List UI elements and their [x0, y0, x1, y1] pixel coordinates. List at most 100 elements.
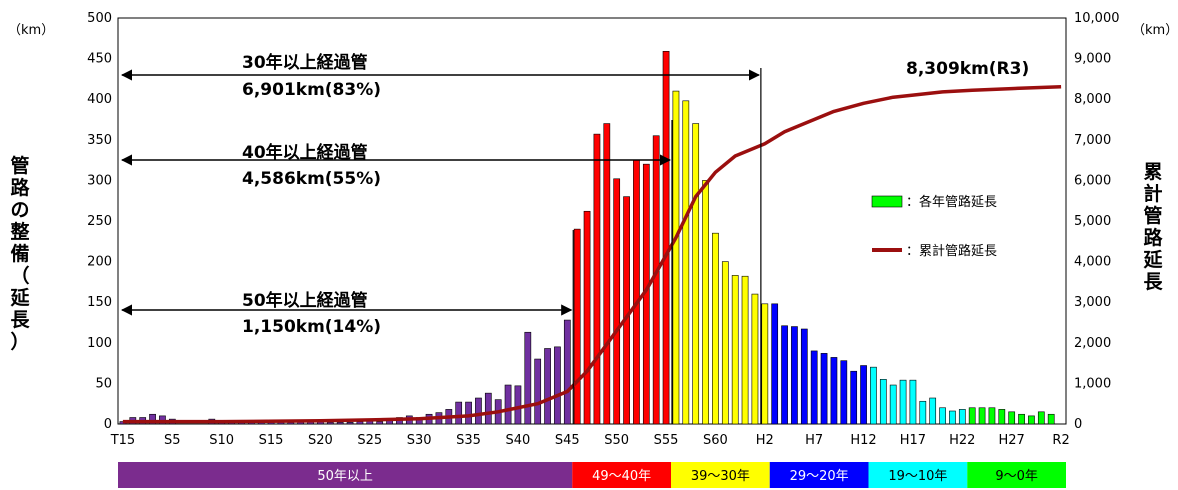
- x-tick-label: S55: [654, 433, 679, 448]
- bar: [1008, 411, 1016, 425]
- bar: [524, 331, 532, 425]
- bar: [504, 384, 512, 425]
- x-tick-label: T15: [110, 433, 135, 448]
- bar: [751, 293, 759, 425]
- bar: [514, 385, 522, 425]
- age-band-label: 49〜40年: [592, 469, 651, 484]
- bar: [879, 379, 887, 425]
- left-tick-label: 150: [87, 295, 112, 310]
- plot-frame: [117, 17, 1067, 425]
- right-tick-label: 9,000: [1074, 52, 1111, 67]
- x-tick-label: S30: [407, 433, 432, 448]
- bar: [889, 384, 897, 425]
- bar: [455, 401, 463, 425]
- age-band-label: 39〜30年: [691, 469, 750, 484]
- x-tick-label: S60: [703, 433, 728, 448]
- bar: [909, 379, 917, 425]
- bar: [761, 303, 769, 425]
- annotations: 30年以上経過管 6,901km(83%) 40年以上経過管 4,586km(55%)…: [120, 52, 762, 424]
- plot-area-border: [117, 17, 1067, 425]
- left-tick-label: 50: [95, 376, 112, 391]
- age-band-label: 50年以上: [317, 469, 373, 484]
- annotation-title: 40年以上経過管: [242, 142, 368, 163]
- bar: [791, 326, 798, 425]
- bar: [603, 123, 611, 425]
- left-tick-label: 0: [104, 417, 112, 432]
- x-tick-label: S20: [308, 433, 333, 448]
- right-tick-label: 10,000: [1074, 11, 1120, 26]
- left-tick-label: 400: [87, 92, 112, 107]
- bar: [830, 357, 838, 425]
- cumulative-line-group: [122, 84, 1062, 424]
- bar: [949, 410, 956, 425]
- bar: [820, 353, 828, 425]
- right-tick-label: 6,000: [1074, 173, 1111, 188]
- left-tick-label: 250: [87, 214, 112, 229]
- bar: [968, 407, 976, 425]
- bar: [899, 379, 907, 425]
- left-tick-label: 350: [87, 133, 112, 148]
- bar: [376, 421, 384, 425]
- age-band: [769, 462, 869, 488]
- age-band-label: 9〜0年: [995, 469, 1038, 484]
- final-value-label: 8,309km(R3): [906, 59, 1029, 79]
- bar: [613, 178, 621, 425]
- bar: [988, 407, 996, 425]
- left-axis-title: 管路の整備（延長）: [9, 154, 30, 353]
- right-tick-label: 5,000: [1074, 214, 1111, 229]
- left-tick-label: 200: [87, 255, 112, 270]
- bar: [593, 133, 601, 425]
- x-tick-label: S40: [506, 433, 531, 448]
- bar: [346, 422, 354, 425]
- right-tick-label: 7,000: [1074, 133, 1111, 148]
- annotation-title: 30年以上経過管: [242, 52, 368, 73]
- right-tick-label: 8,000: [1074, 92, 1111, 107]
- bar: [484, 392, 492, 425]
- bar: [781, 325, 788, 425]
- x-tick-label: R2: [1052, 433, 1069, 448]
- age-band: [671, 462, 770, 488]
- right-tick-label: 0: [1074, 417, 1082, 432]
- legend-bar-swatch: [871, 195, 903, 208]
- cumulative-line: [122, 84, 1062, 424]
- bar: [149, 413, 156, 425]
- left-unit-label: （km）: [8, 23, 54, 38]
- bar: [860, 365, 867, 425]
- bar: [662, 50, 670, 425]
- x-tick-label: H22: [949, 433, 975, 448]
- bar: [682, 100, 690, 425]
- bar: [475, 397, 482, 425]
- bar: [583, 210, 591, 425]
- x-tick-label: H12: [850, 433, 876, 448]
- bar: [1047, 413, 1055, 425]
- bar: [326, 422, 334, 425]
- left-tick-label: 450: [87, 52, 112, 67]
- bar: [939, 407, 946, 425]
- x-tick-label: S45: [555, 433, 580, 448]
- bar: [465, 401, 472, 425]
- x-tick-label: H2: [756, 433, 774, 448]
- left-tick-label: 500: [87, 11, 112, 26]
- annotation-title: 50年以上経過管: [242, 290, 368, 311]
- annotation-value: 4,586km(55%): [242, 169, 381, 189]
- bar: [1028, 415, 1035, 425]
- bar: [356, 421, 364, 425]
- bar: [998, 409, 1006, 425]
- left-tick-label: 100: [87, 336, 112, 351]
- bar: [840, 360, 848, 425]
- bar: [573, 228, 581, 425]
- right-unit-label: （km）: [1132, 23, 1178, 38]
- x-tick-label: S35: [456, 433, 481, 448]
- age-band: [868, 462, 968, 488]
- bar: [554, 346, 561, 425]
- right-tick-label: 4,000: [1074, 255, 1111, 270]
- left-tick-label: 300: [87, 173, 112, 188]
- x-tick-label: H7: [805, 433, 823, 448]
- bar: [534, 358, 542, 425]
- x-tick-label: H27: [999, 433, 1025, 448]
- bar: [692, 123, 700, 425]
- bar: [978, 407, 986, 425]
- legend-bar-label: ：各年管路延長: [906, 194, 997, 210]
- bar: [771, 303, 779, 425]
